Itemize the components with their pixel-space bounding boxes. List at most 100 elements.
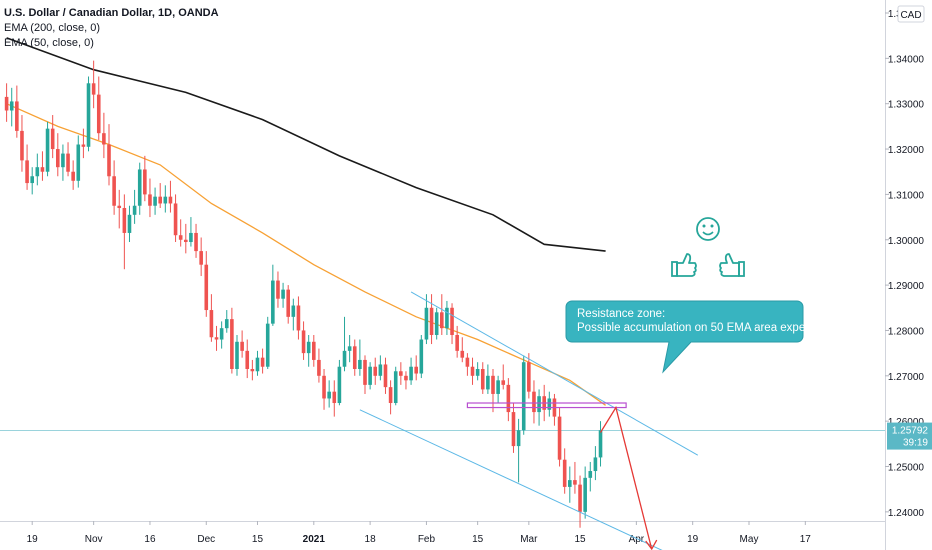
candle	[281, 282, 285, 308]
candle	[230, 307, 234, 374]
thumb-hand	[676, 253, 697, 277]
candle-body	[296, 305, 301, 331]
candle-body	[506, 384, 511, 413]
candle-body	[230, 319, 234, 369]
candle	[40, 151, 45, 181]
candle	[45, 121, 50, 177]
candle-body	[184, 239, 188, 243]
candle-body	[424, 307, 429, 340]
indicator-ema50-label[interactable]: EMA (50, close, 0)	[4, 37, 94, 49]
candle	[158, 183, 162, 209]
candle	[127, 205, 132, 243]
candle	[317, 348, 321, 383]
candle-body	[301, 330, 306, 354]
time-tick-label: 15	[574, 534, 586, 545]
candle	[434, 307, 439, 340]
candle	[189, 217, 193, 247]
candle	[117, 189, 122, 229]
candle-body	[168, 196, 173, 204]
candle-body	[76, 144, 81, 181]
candle-body	[224, 319, 229, 329]
candle	[516, 418, 521, 483]
candle-body	[342, 350, 347, 367]
candle	[404, 371, 408, 390]
candle-body	[81, 144, 86, 147]
candle-body	[214, 337, 219, 340]
candle	[583, 466, 587, 519]
candle-body	[112, 176, 116, 206]
candle	[102, 112, 106, 159]
candle	[56, 133, 60, 177]
candle-body	[537, 396, 541, 413]
candle	[4, 83, 9, 122]
candle	[332, 380, 337, 417]
candle	[414, 355, 418, 381]
candle	[153, 187, 157, 215]
smiley-eye	[702, 224, 706, 228]
candle-body	[219, 328, 224, 340]
candle	[291, 298, 296, 331]
candle	[352, 339, 357, 376]
price-axis: 1.230001.240001.250001.260001.270001.280…	[885, 9, 925, 519]
candle-body	[271, 280, 275, 324]
candle-body	[312, 341, 316, 360]
candle	[598, 421, 603, 467]
candle	[506, 378, 511, 422]
candle-body	[35, 167, 40, 177]
candle-body	[434, 312, 439, 335]
candle	[557, 407, 562, 467]
symbol-title[interactable]: U.S. Dollar / Canadian Dollar, 1D, OANDA	[4, 7, 219, 19]
candle-body	[250, 368, 255, 372]
time-tick-label: 18	[365, 534, 377, 545]
candle	[9, 87, 14, 127]
candle-body	[189, 232, 193, 243]
candle	[20, 115, 24, 172]
candle-body	[491, 375, 495, 394]
time-tick-label: Feb	[418, 534, 436, 545]
candle-body	[148, 194, 152, 206]
indicator-ema200-label[interactable]: EMA (200, close, 0)	[4, 22, 100, 34]
candle	[224, 310, 229, 333]
resistance-callout: Resistance zone: Possible accumulation on…	[565, 300, 827, 374]
candle	[61, 144, 65, 181]
candle-body	[317, 359, 321, 376]
currency-button-frame	[897, 5, 925, 23]
candle-body	[358, 359, 362, 369]
chart-legend: U.S. Dollar / Canadian Dollar, 1D, OANDA…	[4, 6, 219, 51]
candle-body	[61, 153, 65, 168]
candle	[184, 223, 188, 254]
candle-body	[378, 364, 383, 376]
price-tick-label: 1.29000	[888, 281, 925, 292]
candle-body	[20, 130, 24, 161]
candle-body	[399, 371, 403, 376]
candle-body	[598, 430, 603, 458]
time-tick-label: 19	[27, 534, 39, 545]
candle	[276, 271, 280, 308]
candle-body	[327, 391, 331, 399]
candle	[393, 366, 398, 406]
candle	[429, 294, 434, 345]
smiley-eye	[710, 224, 714, 228]
candle-body	[562, 459, 567, 487]
time-tick-label: May	[740, 534, 759, 545]
currency-button[interactable]: CAD	[897, 5, 925, 23]
candle	[122, 194, 127, 270]
candle-body	[291, 305, 296, 317]
callout-bubble	[565, 300, 804, 374]
candle	[547, 391, 552, 417]
thumbs-up-icon	[719, 253, 745, 277]
candle	[214, 325, 219, 351]
candle-body	[91, 83, 96, 95]
candle-body	[15, 101, 19, 131]
candle	[527, 353, 531, 399]
candle	[363, 355, 367, 394]
candle-body	[127, 214, 132, 233]
candle-body	[486, 375, 490, 390]
candle	[86, 76, 91, 152]
candle-body	[153, 196, 157, 206]
candle	[301, 321, 306, 360]
candle	[255, 350, 260, 376]
